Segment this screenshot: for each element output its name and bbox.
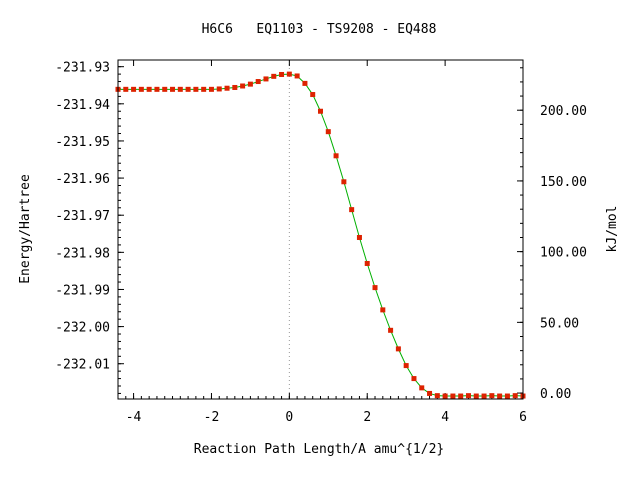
chart-title: H6C6 EQ1103 - TS9208 - EQ488 (202, 22, 437, 37)
data-point (310, 92, 316, 98)
data-point (465, 393, 471, 399)
data-point (427, 390, 433, 396)
data-point (442, 393, 448, 399)
data-point (497, 393, 503, 399)
y-tick-label: -231.97 (55, 209, 110, 224)
data-point (201, 86, 207, 92)
y-tick-label: -231.96 (55, 172, 110, 187)
x-tick-label: 2 (363, 410, 371, 425)
data-point (286, 71, 292, 77)
data-point (333, 153, 339, 159)
y-tick-label: -231.94 (55, 98, 110, 113)
energy-line (118, 73, 524, 397)
axes-layer: -4 -2 0 2 4 6 -231.93 -231.94 -231.95 -231.96 -231… (55, 60, 587, 425)
data-point (450, 393, 456, 399)
data-point (294, 73, 300, 79)
data-point (489, 393, 495, 399)
y2-axis-label: kJ/mol (605, 206, 620, 253)
y-tick-label: -231.99 (55, 283, 110, 298)
data-point (263, 76, 269, 82)
data-point (318, 108, 323, 114)
data-point (395, 346, 401, 352)
data-point (154, 86, 160, 92)
data-point (380, 307, 386, 313)
data-point (481, 393, 487, 399)
y-tick-label: -231.93 (55, 61, 110, 76)
data-point (131, 86, 137, 92)
y-tick-label: -231.98 (55, 246, 110, 261)
data-point (419, 385, 425, 391)
data-point (216, 86, 222, 92)
data-point (240, 83, 246, 89)
data-point (458, 393, 464, 399)
x-tick-label: -4 (126, 410, 142, 425)
data-point (193, 86, 199, 92)
y2-tick-label: 200.00 (540, 104, 587, 119)
data-point (185, 86, 191, 92)
y-tick-label: -231.95 (55, 135, 110, 150)
series-layer (115, 71, 526, 399)
data-point (302, 80, 308, 86)
data-point (325, 129, 331, 135)
data-point (364, 260, 370, 266)
y2-tick-label: 100.00 (540, 246, 587, 261)
x-axis-label: Reaction Path Length/A amu^{1/2} (194, 442, 444, 457)
data-point (411, 376, 417, 382)
y-axis-label: Energy/Hartree (18, 174, 33, 284)
x-tick-label: 0 (285, 410, 293, 425)
y2-tick-label: 50.00 (540, 316, 579, 331)
data-point (224, 85, 230, 91)
data-point (341, 179, 347, 185)
x-tick-label: 6 (519, 410, 527, 425)
data-point (434, 393, 440, 399)
x-tick-label: 4 (441, 410, 449, 425)
data-point (372, 285, 378, 291)
data-point (177, 86, 183, 92)
data-point (473, 393, 479, 399)
y-tick-label: -232.00 (55, 321, 110, 336)
data-point (138, 86, 144, 92)
data-point (403, 363, 409, 369)
data-point (123, 86, 129, 92)
data-point (279, 71, 285, 77)
data-point (512, 393, 518, 399)
data-point (349, 207, 355, 213)
data-point (247, 81, 253, 87)
data-point (271, 73, 277, 79)
data-point (388, 327, 394, 333)
data-point (232, 84, 238, 90)
y-tick-label: -232.01 (55, 358, 110, 373)
data-point (170, 86, 176, 92)
x-tick-label: -2 (204, 410, 220, 425)
data-point (146, 86, 152, 92)
plot-frame (117, 59, 524, 400)
y2-tick-label: 150.00 (540, 175, 587, 190)
y2-tick-label: 0.00 (540, 387, 571, 402)
data-point (162, 86, 168, 92)
data-point (255, 79, 261, 85)
data-point (356, 234, 362, 240)
data-point (504, 393, 510, 399)
data-point (208, 86, 214, 92)
